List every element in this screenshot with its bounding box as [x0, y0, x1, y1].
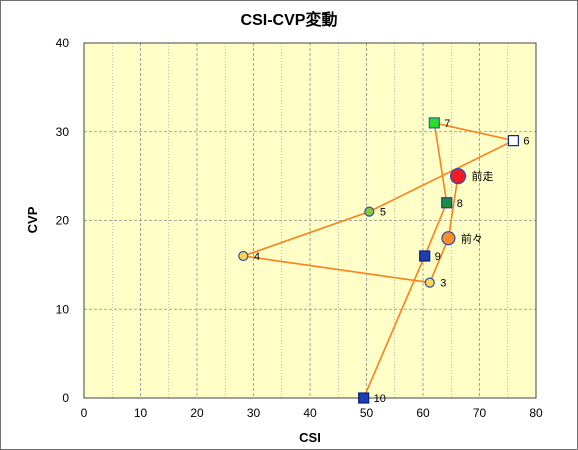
chart-title: CSI-CVP変動 [241, 10, 338, 29]
data-points [238, 117, 519, 404]
x-axis-label: CSI [299, 430, 321, 445]
y-tick-label: 30 [56, 125, 70, 139]
point-labels: 10 9 8 7 6 5 4 3 前々 前走 [254, 118, 530, 405]
x-tick-label: 10 [134, 406, 148, 420]
x-tick-label: 60 [416, 406, 430, 420]
point-label-7: 7 [444, 118, 450, 130]
point-marker-前走 [449, 168, 467, 185]
x-tick-label: 50 [360, 406, 374, 420]
point-marker-7 [428, 117, 440, 129]
x-tick-label: 0 [81, 406, 88, 420]
point-label-3: 3 [440, 278, 446, 290]
series-path [243, 121, 516, 399]
x-tick-label: 30 [247, 406, 261, 420]
point-marker-3 [424, 277, 435, 288]
point-label-8: 8 [457, 198, 463, 210]
point-label-9: 9 [435, 251, 441, 263]
point-label-前々: 前々 [461, 231, 483, 245]
x-tick-label: 20 [190, 406, 204, 420]
y-tick-label: 40 [56, 36, 70, 50]
point-marker-4 [238, 250, 249, 262]
point-marker-8 [441, 197, 453, 209]
y-tick-label: 0 [62, 391, 69, 405]
y-tick-label: 20 [56, 214, 70, 228]
y-axis-label: CVP [25, 206, 40, 233]
point-label-5: 5 [380, 207, 386, 219]
point-label-4: 4 [254, 251, 260, 263]
point-label-前走: 前走 [472, 169, 494, 183]
x-tick-label: 40 [303, 406, 317, 420]
plot-border [83, 42, 537, 399]
point-marker-9 [419, 250, 431, 262]
x-tick-label: 70 [473, 406, 487, 420]
series-line [243, 121, 516, 399]
gridlines [84, 43, 536, 398]
point-label-10: 10 [374, 393, 386, 405]
point-marker-10 [358, 392, 370, 404]
point-marker-5 [364, 206, 375, 217]
y-tick-label: 10 [56, 302, 70, 316]
tick-labels: 0 10 20 30 40 50 60 70 80 0 10 20 30 40 [56, 36, 543, 420]
point-marker-6 [507, 135, 519, 147]
x-tick-label: 80 [529, 406, 543, 420]
point-label-6: 6 [523, 136, 529, 148]
point-marker-前々 [441, 231, 456, 246]
